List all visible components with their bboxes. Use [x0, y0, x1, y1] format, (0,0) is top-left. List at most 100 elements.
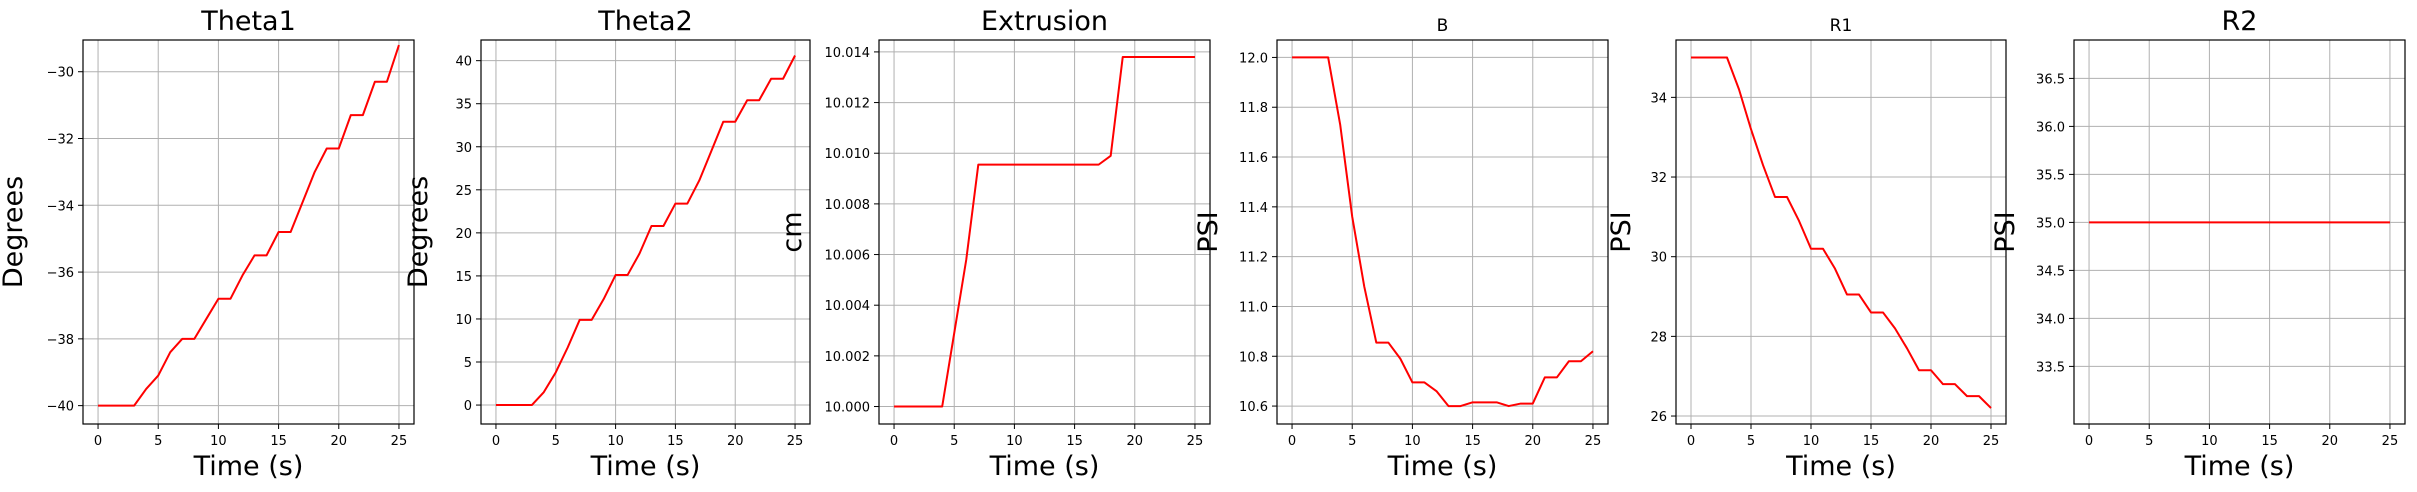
chart-6-x-tick-label: 0 [2085, 434, 2093, 449]
chart-6-axes-frame [2073, 39, 2406, 425]
chart-5-x-tick-label: 0 [1687, 434, 1695, 449]
chart-3-x-tick-label: 5 [950, 434, 958, 449]
chart-6-y-tick-label: 35.5 [2036, 168, 2065, 183]
chart-1-x-tick-label: 0 [94, 434, 102, 449]
chart-2-y-tick-label: 10 [455, 313, 472, 328]
chart-4-x-axis-label: Time (s) [1387, 451, 1498, 482]
chart-1-y-tick-label: −38 [47, 333, 74, 348]
chart-4-axes-frame [1276, 39, 1609, 425]
chart-3-title: Extrusion [981, 6, 1108, 37]
chart-4-y-tick-label: 11.0 [1239, 300, 1268, 315]
chart-4-y-tick-label: 12.0 [1239, 51, 1268, 66]
chart-3-y-tick-label: 10.012 [825, 97, 871, 112]
chart-4-series-line [1292, 56, 1594, 408]
chart-1-x-tick-label: 5 [154, 434, 162, 449]
chart-5-x-tick-label: 25 [1983, 434, 2000, 449]
chart-4-x-tick-label: 5 [1348, 434, 1356, 449]
chart-1-y-tick-label: −36 [47, 266, 74, 281]
chart-4-x-tick-label: 10 [1404, 434, 1421, 449]
chart-5-x-tick-label: 15 [1863, 434, 1880, 449]
chart-6-x-tick-label: 25 [2382, 434, 2399, 449]
chart-6-y-tick-label: 34.0 [2036, 312, 2065, 327]
chart-4-y-tick-label: 10.8 [1239, 350, 1268, 365]
chart-5-x-tick-label: 20 [1923, 434, 1940, 449]
chart-1-y-tick-label: −32 [47, 133, 74, 148]
chart-6-y-tick-label: 35.0 [2036, 216, 2065, 231]
chart-3-y-tick-label: 10.008 [825, 198, 871, 213]
chart-2-y-tick-label: 30 [455, 141, 472, 156]
chart-2-y-tick-label: 35 [455, 98, 472, 113]
chart-3-x-axis-label: Time (s) [989, 451, 1100, 482]
chart-2-series-line [495, 55, 796, 407]
chart-3-y-tick-label: 10.014 [825, 46, 871, 61]
chart-2-x-tick-label: 0 [492, 434, 500, 449]
chart-2-x-axis-label: Time (s) [590, 451, 701, 482]
chart-3-y-axis-label: cm [777, 211, 808, 252]
chart-4-x-tick-label: 25 [1585, 434, 1602, 449]
chart-2-y-axis-label: Degrees [403, 176, 434, 288]
chart-6-x-axis-label: Time (s) [2184, 451, 2295, 482]
chart-6-y-axis-label: PSI [1990, 211, 2021, 252]
chart-6-x-tick-label: 15 [2261, 434, 2278, 449]
chart-1-x-tick-label: 15 [270, 434, 287, 449]
chart-6-y-tick-label: 33.5 [2036, 360, 2065, 375]
chart-4-y-tick-label: 11.8 [1239, 101, 1268, 116]
chart-6-y-tick-label: 34.5 [2036, 264, 2065, 279]
chart-5-axes-frame [1675, 39, 2007, 425]
chart-3-x-tick-label: 20 [1126, 434, 1143, 449]
chart-2-y-tick-label: 20 [455, 227, 472, 242]
chart-1-x-tick-label: 20 [330, 434, 347, 449]
chart-1-axes-frame [82, 39, 415, 425]
chart-1-x-axis-label: Time (s) [193, 451, 304, 482]
chart-1-y-tick-label: −30 [47, 66, 74, 81]
chart-1-y-tick-label: −40 [47, 400, 74, 415]
chart-5-x-tick-label: 10 [1803, 434, 1820, 449]
chart-2-x-tick-label: 10 [607, 434, 624, 449]
chart-1-y-tick-label: −34 [47, 199, 74, 214]
chart-4-y-tick-label: 11.4 [1239, 201, 1268, 216]
chart-2-y-tick-label: 40 [455, 55, 472, 70]
chart-3-x-tick-label: 10 [1006, 434, 1023, 449]
chart-2-y-tick-label: 15 [455, 270, 472, 285]
chart-1-title: Theta1 [200, 6, 296, 37]
chart-3-x-tick-label: 15 [1066, 434, 1083, 449]
chart-5-series-line [1691, 56, 1992, 409]
chart-2-x-tick-label: 25 [787, 434, 804, 449]
chart-2-x-tick-label: 15 [667, 434, 684, 449]
chart-6-x-tick-label: 20 [2321, 434, 2338, 449]
chart-1-y-axis-label: Degrees [0, 176, 29, 288]
chart-5-y-tick-label: 32 [1650, 171, 1667, 186]
chart-5-title: R1 [1830, 16, 1853, 36]
chart-3-y-tick-label: 10.004 [825, 299, 871, 314]
chart-3-series-line [894, 55, 1195, 408]
chart-3-y-tick-label: 10.006 [825, 249, 871, 264]
chart-4-x-tick-label: 20 [1524, 434, 1541, 449]
chart-3-x-tick-label: 0 [890, 434, 898, 449]
chart-3-y-tick-label: 10.000 [825, 401, 871, 416]
chart-2-x-tick-label: 5 [552, 434, 560, 449]
chart-5-x-tick-label: 5 [1747, 434, 1755, 449]
chart-6-y-tick-label: 36.5 [2036, 72, 2065, 87]
chart-6-x-tick-label: 5 [2145, 434, 2153, 449]
chart-6-title: R2 [2222, 6, 2258, 37]
chart-3-y-tick-label: 10.002 [825, 350, 871, 365]
chart-5-x-axis-label: Time (s) [1785, 451, 1896, 482]
chart-3-axes-frame [878, 39, 1211, 425]
chart-4-y-tick-label: 10.6 [1239, 400, 1268, 415]
chart-5-y-tick-label: 28 [1650, 330, 1667, 345]
chart-4-title: B [1437, 16, 1449, 36]
chart-5-y-axis-label: PSI [1606, 211, 1637, 252]
chart-5-y-tick-label: 26 [1650, 410, 1667, 425]
chart-2-x-tick-label: 20 [727, 434, 744, 449]
chart-5-y-tick-label: 34 [1650, 91, 1667, 106]
chart-3-y-tick-label: 10.010 [825, 147, 871, 162]
chart-3-x-tick-label: 25 [1187, 434, 1204, 449]
chart-4-x-tick-label: 15 [1464, 434, 1481, 449]
chart-2-y-tick-label: 5 [464, 356, 472, 371]
chart-1-series-line [98, 44, 400, 407]
chart-2-y-tick-label: 25 [455, 184, 472, 199]
chart-4-y-tick-label: 11.6 [1239, 151, 1268, 166]
chart-6-y-tick-label: 36.0 [2036, 120, 2065, 135]
chart-1-x-tick-label: 10 [210, 434, 227, 449]
